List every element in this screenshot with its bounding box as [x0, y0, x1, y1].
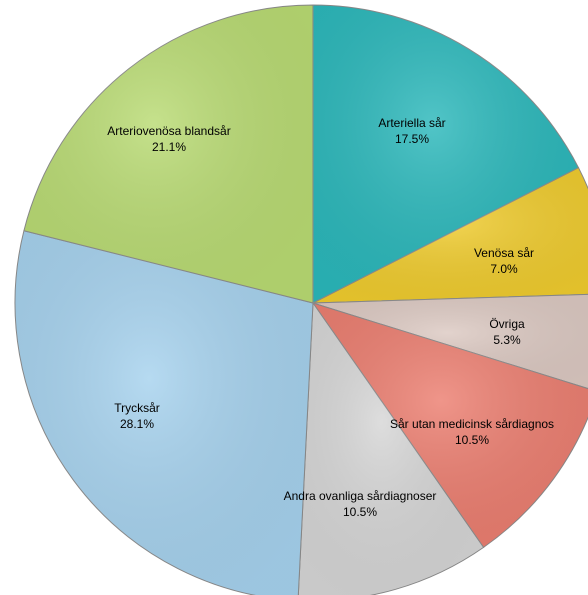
slice-percent-label: 17.5% — [395, 132, 429, 146]
slice-percent-label: 10.5% — [343, 505, 377, 519]
pie-slice-shading — [313, 5, 579, 303]
pie-slice-shading — [313, 294, 588, 389]
slice-percent-label: 5.3% — [493, 333, 521, 347]
pie-slice-shading — [298, 303, 484, 595]
slice-percent-label: 28.1% — [120, 417, 154, 431]
slice-label: Sår utan medicinsk sårdiagnos — [390, 417, 554, 431]
pie-slice-shading — [15, 230, 313, 595]
slice-percent-label: 7.0% — [490, 262, 518, 276]
pie-slice-shading — [313, 167, 588, 303]
slice-label: Arteriovenösa blandsår — [107, 124, 230, 138]
slice-label: Venösa sår — [474, 246, 534, 260]
slice-label: Trycksår — [114, 401, 160, 415]
pie-slice-shading — [23, 5, 314, 303]
slice-percent-label: 21.1% — [152, 140, 186, 154]
pie-slice-shading — [313, 303, 588, 548]
pie-labels: Arteriella sår 17.5% Venösa sår 7.0% Övriga 5… — [107, 116, 554, 519]
slice-label: Arteriella sår — [378, 116, 445, 130]
slice-percent-label: 10.5% — [455, 433, 489, 447]
slice-label: Övriga — [489, 317, 525, 331]
slice-label: Andra ovanliga sårdiagnoser — [284, 489, 437, 503]
pie-slices — [14, 4, 588, 595]
